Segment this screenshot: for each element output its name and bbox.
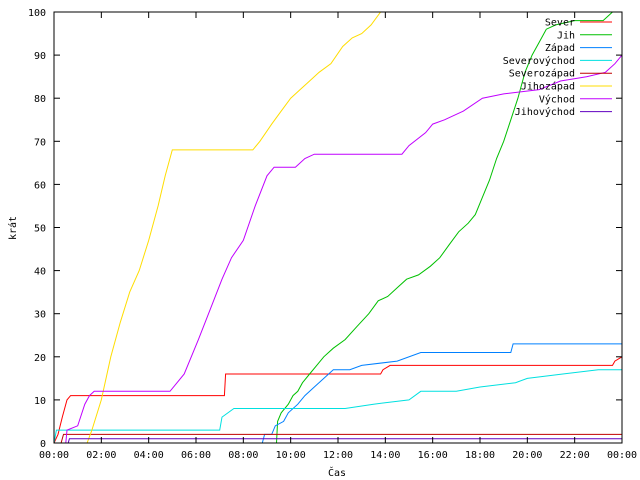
y-tick-label: 90 [34,51,46,62]
x-tick-label: 06:00 [181,450,211,461]
x-tick-label: 00:00 [39,450,69,461]
legend-label: Sever [545,18,575,29]
x-tick-label: 22:00 [560,450,590,461]
y-axis: 0 10 20 30 40 50 60 70 80 90 100 [28,8,622,450]
y-tick-label: 80 [34,94,46,105]
series-line-3 [53,369,622,444]
legend-label: Jih [557,30,575,41]
x-tick-label: 12:00 [323,450,353,461]
x-tick-label: 18:00 [465,450,495,461]
y-tick-label: 100 [28,8,46,19]
legend-label: Jihozápad [521,81,575,93]
x-tick-label: 08:00 [228,450,258,461]
x-axis-label: Čas [328,466,346,479]
series-line-5 [54,11,622,444]
y-tick-label: 30 [34,310,46,321]
legend: SeverJihZápadSeverovýchodSeverozápadJiho… [503,18,612,118]
legend-label: Severozápad [509,68,575,80]
series-line-0 [53,356,623,444]
y-tick-label: 0 [40,439,46,450]
legend-label: Východ [539,93,575,105]
x-tick-label: 10:00 [276,450,306,461]
legend-label: Jihovýchod [515,106,575,118]
series-line-6 [54,54,623,444]
y-tick-label: 50 [34,224,46,235]
x-tick-label: 02:00 [86,450,116,461]
series-line-1 [54,11,613,444]
x-tick-label: 04:00 [134,450,164,461]
y-tick-label: 60 [34,180,46,191]
legend-label: Západ [545,42,575,54]
x-tick-label: 14:00 [370,450,400,461]
y-tick-label: 70 [34,137,46,148]
y-axis-label: krát [7,216,19,240]
y-tick-label: 40 [34,267,46,278]
y-tick-label: 20 [34,353,46,364]
x-tick-label: 00:00 [607,450,637,461]
legend-label: Severovýchod [503,55,575,67]
x-axis: 00:00 02:00 04:00 06:00 08:00 10:00 12:00 14:00… [39,12,637,461]
x-tick-label: 16:00 [418,450,448,461]
y-tick-label: 10 [34,396,46,407]
x-tick-label: 20:00 [512,450,542,461]
